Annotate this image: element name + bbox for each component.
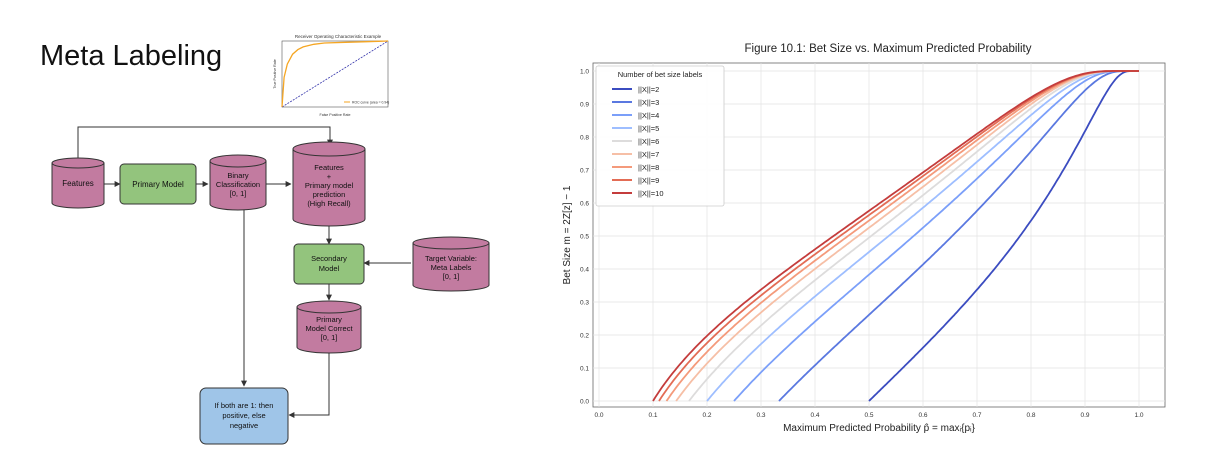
x-tick-label: 0.3 — [756, 412, 765, 419]
y-axis-label: Bet Size m = 2Z[z] − 1 — [562, 185, 573, 284]
y-tick-label: 0.0 — [580, 399, 589, 406]
series-lines — [652, 70, 1139, 402]
connectors — [77, 126, 411, 418]
roc-thumbnail: Receiver Operating Characteristic Exampl… — [272, 32, 396, 120]
x-axis-label: Maximum Predicted Probability p̂ = maxᵢ{… — [783, 422, 976, 434]
y-tick-label: 1.0 — [580, 69, 589, 76]
legend-item: ||X||=2 — [638, 85, 659, 94]
y-tick-label: 0.4 — [580, 267, 589, 274]
series-line — [733, 70, 1139, 402]
y-ticks: 0.0 0.1 0.2 0.3 0.4 0.5 0.6 0.7 0.8 0.9 1.0 — [580, 69, 589, 406]
series-line — [688, 70, 1139, 402]
y-tick-label: 0.5 — [580, 234, 589, 241]
roc-legend: ROC curve (area = 0.94) — [352, 101, 389, 105]
features-node: Features — [51, 157, 105, 209]
x-tick-label: 0.0 — [594, 412, 603, 419]
meta-labeling-diagram: Features Binary Classification [0, 1] Feat… — [51, 126, 490, 445]
features-plus-label: Features + Primary model prediction (High Re… — [305, 163, 354, 208]
secondary-model-label: Secondary Model — [311, 254, 347, 273]
y-tick-label: 0.7 — [580, 168, 589, 175]
binary-classification-node: Binary Classification [0, 1] — [209, 154, 267, 211]
legend-item: ||X||=4 — [638, 111, 659, 120]
series-line — [778, 70, 1139, 402]
x-tick-label: 0.5 — [864, 412, 873, 419]
roc-xlabel: False Positive Rate — [320, 113, 351, 117]
x-tick-label: 0.2 — [702, 412, 711, 419]
x-tick-label: 0.8 — [1026, 412, 1035, 419]
features-label: Features — [62, 179, 94, 188]
legend-item: ||X||=9 — [638, 176, 659, 185]
roc-diagonal — [281, 40, 389, 108]
x-tick-label: 0.6 — [918, 412, 927, 419]
series-line — [675, 70, 1139, 402]
legend-item: ||X||=5 — [638, 124, 659, 133]
arrow-correct-to-decision — [288, 353, 330, 418]
bet-size-chart: Figure 10.1: Bet Size vs. Maximum Predic… — [562, 43, 1166, 434]
x-tick-label: 0.9 — [1080, 412, 1089, 419]
x-tick-label: 1.0 — [1134, 412, 1143, 419]
x-ticks: 0.0 0.1 0.2 0.3 0.4 0.5 0.6 0.7 0.8 0.9 1.0 — [594, 412, 1143, 419]
roc-ylabel: True Positive Rate — [273, 59, 277, 88]
roc-title: Receiver Operating Characteristic Exampl… — [295, 34, 382, 39]
series-line — [652, 70, 1139, 402]
y-tick-label: 0.2 — [580, 333, 589, 340]
binary-classification-label: Binary Classification [0, 1] — [216, 171, 260, 198]
series-line — [868, 70, 1139, 402]
target-variable-node: Target Variable: Meta Labels [0, 1] — [412, 236, 490, 292]
primary-model-correct-label: Primary Model Correct [0, 1] — [305, 315, 353, 342]
legend: Number of bet size labels ||X||=2 ||X||=3… — [595, 65, 725, 207]
x-tick-label: 0.7 — [972, 412, 981, 419]
y-tick-label: 0.6 — [580, 201, 589, 208]
target-variable-label: Target Variable: Meta Labels [0, 1] — [425, 254, 477, 281]
y-tick-label: 0.8 — [580, 135, 589, 142]
chart-title: Figure 10.1: Bet Size vs. Maximum Predic… — [745, 43, 1032, 55]
slide-title: Meta Labeling — [40, 40, 223, 72]
y-tick-label: 0.3 — [580, 300, 589, 307]
legend-item: ||X||=6 — [638, 137, 659, 146]
secondary-model-node: Secondary Model — [293, 243, 365, 285]
decision-node: If both are 1: then positive, else negativ… — [199, 387, 289, 445]
legend-item: ||X||=10 — [638, 189, 664, 198]
primary-model-correct-node: Primary Model Correct [0, 1] — [296, 300, 362, 354]
legend-item: ||X||=3 — [638, 98, 659, 107]
y-tick-label: 0.9 — [580, 102, 589, 109]
series-line — [706, 70, 1139, 402]
primary-model-label: Primary Model — [132, 180, 184, 189]
y-tick-label: 0.1 — [580, 366, 589, 373]
x-tick-label: 0.1 — [648, 412, 657, 419]
features-plus-node: Features + Primary model prediction (High Re… — [292, 141, 366, 227]
decision-label: If both are 1: then positive, else negativ… — [215, 401, 274, 430]
legend-title: Number of bet size labels — [618, 70, 703, 79]
x-tick-label: 0.4 — [810, 412, 819, 419]
arrow-features-to-features-plus — [77, 126, 333, 163]
legend-item: ||X||=7 — [638, 150, 659, 159]
roc-curve — [281, 40, 389, 108]
legend-item: ||X||=8 — [638, 163, 659, 172]
primary-model-node: Primary Model — [119, 163, 197, 205]
series-line — [665, 70, 1139, 402]
